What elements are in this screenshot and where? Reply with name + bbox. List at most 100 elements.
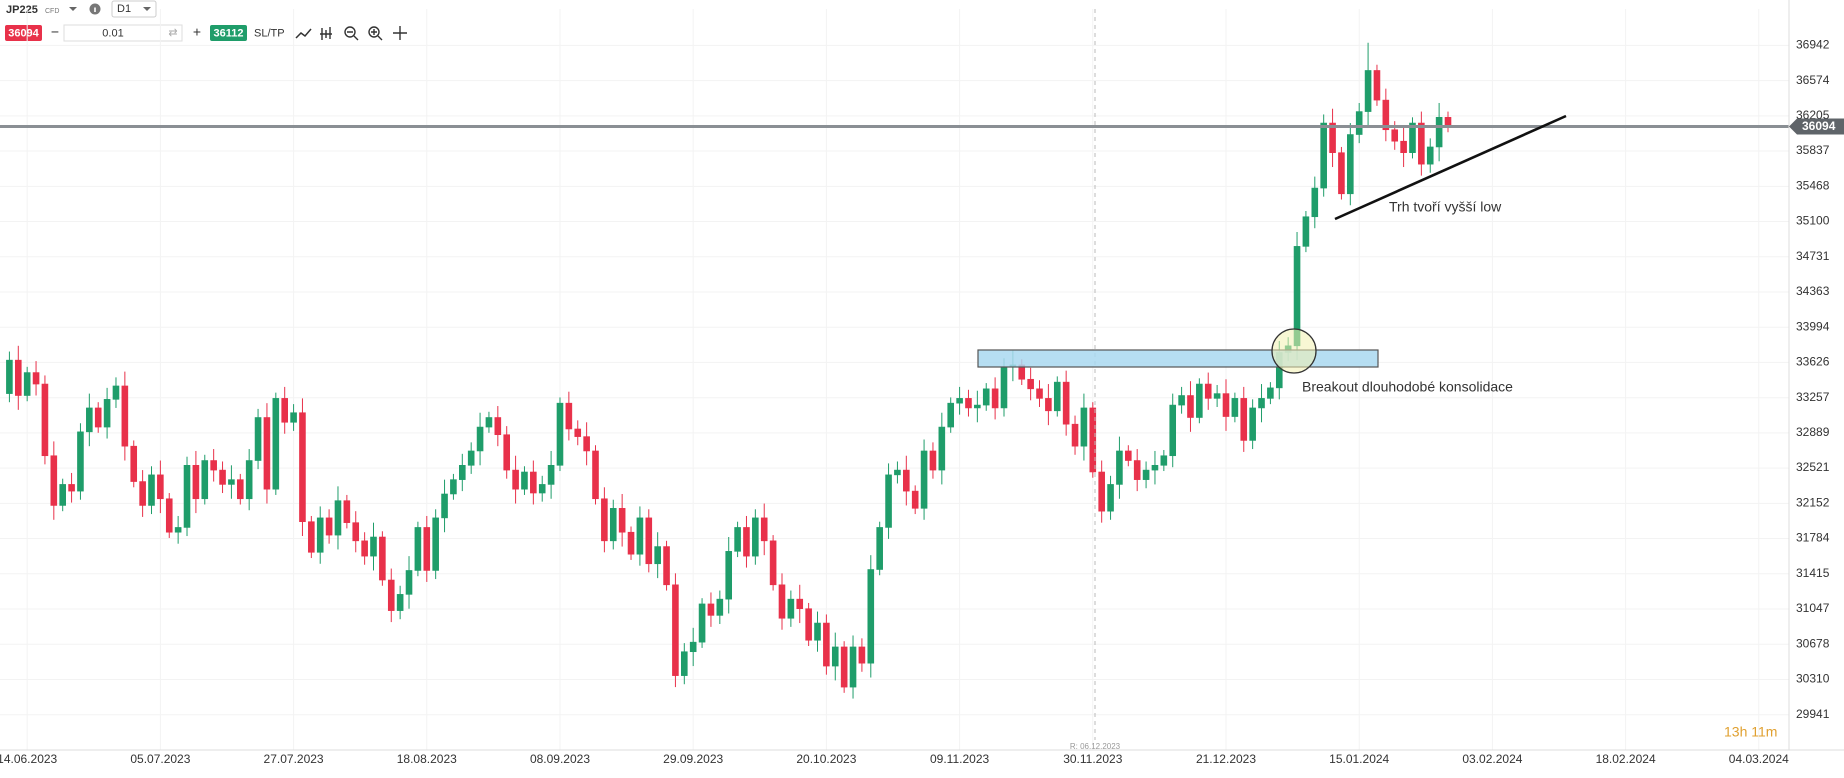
candle-body xyxy=(1267,387,1274,399)
symbol-dropdown[interactable] xyxy=(69,7,77,11)
candle-body xyxy=(370,536,377,557)
zoom-in-icon[interactable] xyxy=(368,26,380,38)
candle-body xyxy=(1116,450,1123,485)
candle-body xyxy=(272,398,280,490)
x-tick-label: 18.08.2023 xyxy=(397,752,457,766)
y-tick-label: 30310 xyxy=(1796,672,1830,686)
y-tick-label: 35100 xyxy=(1796,214,1830,228)
candle-body xyxy=(831,646,839,667)
swap-icon[interactable]: ⇄ xyxy=(168,27,177,39)
candle-body xyxy=(476,426,484,452)
chart-type-icon[interactable] xyxy=(320,27,332,40)
candle-body xyxy=(1027,378,1034,390)
candle-body xyxy=(1338,152,1345,195)
candle-body xyxy=(929,450,937,471)
candle-body xyxy=(219,469,226,485)
buy-button[interactable] xyxy=(210,25,247,41)
candle-body xyxy=(459,465,466,480)
candle-body xyxy=(734,527,741,552)
last-price-label: 36094 xyxy=(1802,119,1836,133)
consolidation-zone[interactable] xyxy=(977,349,1379,368)
x-tick-label: 18.02.2024 xyxy=(1596,752,1656,766)
volume-minus[interactable]: − xyxy=(51,24,59,40)
volume-input[interactable] xyxy=(63,24,183,42)
x-tick-label: 21.12.2023 xyxy=(1196,752,1256,766)
candle-body xyxy=(592,450,599,500)
sell-button[interactable] xyxy=(5,25,42,41)
candle-body xyxy=(86,407,93,433)
candle-body xyxy=(903,469,910,492)
annotation: Trh tvoří vyšší low xyxy=(1389,199,1502,215)
candle-body xyxy=(334,500,342,536)
candle-body xyxy=(1302,216,1310,247)
candle-body xyxy=(379,536,386,581)
x-tick-label: 08.09.2023 xyxy=(530,752,590,766)
candle-body xyxy=(1071,423,1079,447)
candle-body xyxy=(1107,484,1114,512)
candle-body xyxy=(405,570,413,595)
candle-body xyxy=(574,428,582,437)
candle-body xyxy=(814,622,821,641)
candle-body xyxy=(1240,398,1248,441)
y-tick-label: 34731 xyxy=(1796,249,1830,263)
candle-body xyxy=(982,388,990,406)
candle-body xyxy=(121,385,129,447)
candle-body xyxy=(148,474,155,506)
candle-body xyxy=(654,546,661,565)
candle-body xyxy=(1435,117,1443,148)
candle-body xyxy=(743,527,750,557)
indicator-icon[interactable] xyxy=(295,28,312,39)
candle-body xyxy=(1133,460,1141,480)
candle-body xyxy=(1258,398,1265,409)
candle-body xyxy=(281,398,288,423)
candle-body xyxy=(361,540,368,557)
candle-body xyxy=(885,474,892,528)
trend-line[interactable] xyxy=(1334,114,1567,221)
y-tick-label: 32152 xyxy=(1796,496,1830,510)
crosshair-icon[interactable] xyxy=(393,26,407,40)
candle-body xyxy=(343,500,351,523)
x-tick-label: 03.02.2024 xyxy=(1462,752,1522,766)
candle-body xyxy=(609,508,617,542)
timeframe-arrow xyxy=(143,7,151,11)
candle-body xyxy=(796,598,804,610)
candle-body xyxy=(867,569,875,664)
candle-body xyxy=(299,412,306,523)
candle-body xyxy=(645,517,653,565)
candle-body xyxy=(991,388,999,409)
candle-body xyxy=(965,398,972,409)
x-tick-label: 27.07.2023 xyxy=(264,752,324,766)
timeframe-select[interactable] xyxy=(111,0,157,18)
y-tick-label: 32889 xyxy=(1796,425,1830,439)
x-tick-label: 29.09.2023 xyxy=(663,752,723,766)
candle-body xyxy=(352,522,360,542)
breakout-circle[interactable] xyxy=(1271,328,1317,374)
y-tick-label: 30678 xyxy=(1796,636,1830,650)
candle-body xyxy=(1347,134,1354,195)
candle-body xyxy=(1151,465,1159,471)
y-tick-label: 34363 xyxy=(1796,284,1830,298)
timeframe: D1 xyxy=(117,3,131,15)
candle-body xyxy=(423,527,431,571)
candle-body xyxy=(192,465,200,500)
candle-body xyxy=(707,603,715,616)
zoom-out-icon[interactable] xyxy=(344,26,356,38)
volume-plus[interactable]: + xyxy=(193,24,201,40)
sl-tp[interactable]: SL/TP xyxy=(254,27,285,39)
symbol[interactable]: JP225 xyxy=(6,4,38,16)
candle-body xyxy=(876,527,883,570)
y-tick-label: 33257 xyxy=(1796,390,1830,404)
candle-body xyxy=(14,359,22,396)
candle-body xyxy=(1036,388,1043,399)
candle-body xyxy=(698,603,706,643)
candle-body xyxy=(1249,407,1256,441)
candle-body xyxy=(396,594,404,611)
candle-body xyxy=(450,479,457,495)
candle-body xyxy=(325,517,333,536)
candle-body xyxy=(290,412,297,423)
buy-price: 36112 xyxy=(214,27,244,39)
candles xyxy=(0,42,1789,699)
candle-body xyxy=(787,598,795,619)
candle-body xyxy=(920,450,928,509)
